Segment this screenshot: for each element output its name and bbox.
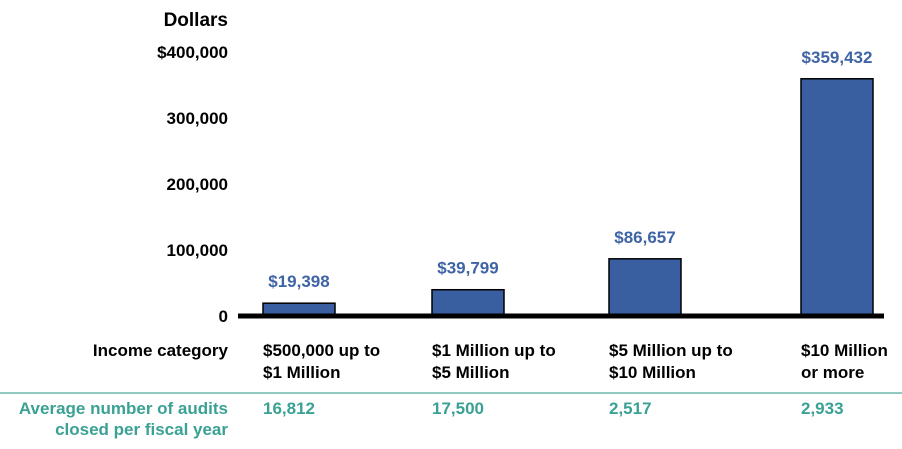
audits-count: 17,500	[432, 399, 484, 418]
y-tick-label: $400,000	[157, 43, 228, 62]
data-label: $39,799	[437, 259, 498, 278]
audits-row-label: Average number of audits	[19, 399, 228, 418]
data-label: $359,432	[802, 48, 873, 67]
y-tick-label: 100,000	[167, 241, 228, 260]
x-axis-title: Income category	[93, 341, 229, 360]
bar	[431, 288, 505, 317]
y-axis-ticks: $400,000 300,000 200,000 100,000 0	[157, 43, 228, 326]
category-labels: $500,000 up to $1 Million $1 Million up to…	[263, 341, 888, 382]
bar	[800, 78, 874, 317]
y-tick-label: 300,000	[167, 109, 228, 128]
audits-count: 2,517	[609, 399, 652, 418]
bars	[262, 78, 874, 317]
category-label: $5 Million up to	[609, 341, 733, 360]
audits-count: 16,812	[263, 399, 315, 418]
y-tick-label: 200,000	[167, 175, 228, 194]
category-label: $500,000 up to	[263, 341, 380, 360]
category-label: $10 Million	[801, 341, 888, 360]
audits-row: Average number of audits closed per fisca…	[19, 399, 844, 439]
audits-count: 2,933	[801, 399, 844, 418]
bar	[608, 258, 682, 317]
y-axis-title: Dollars	[164, 10, 228, 31]
category-label: $1 Million up to	[432, 341, 556, 360]
y-tick-label: 0	[219, 307, 228, 326]
data-label: $19,398	[268, 272, 329, 291]
category-label: or more	[801, 363, 864, 382]
category-label: $1 Million	[263, 363, 340, 382]
data-labels: $19,398 $39,799 $86,657 $359,432	[268, 48, 872, 291]
audits-row-label: closed per fiscal year	[55, 420, 228, 439]
category-label: $5 Million	[432, 363, 509, 382]
category-label: $10 Million	[609, 363, 696, 382]
data-label: $86,657	[614, 228, 675, 247]
